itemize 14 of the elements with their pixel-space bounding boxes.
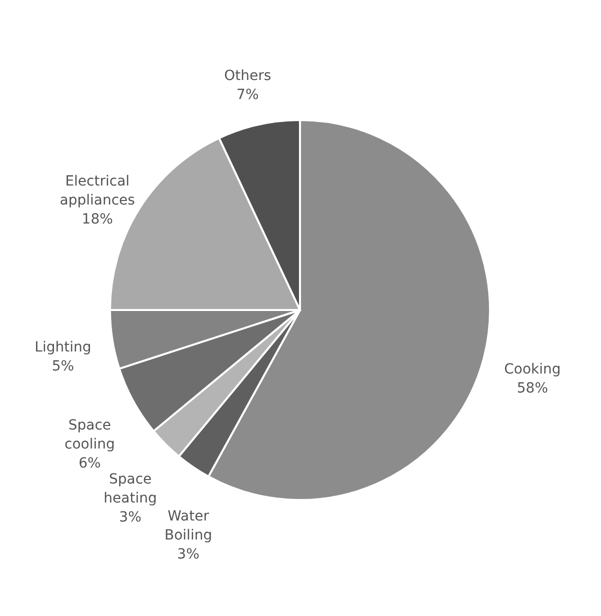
data-label: 58% [516,380,548,397]
slice-label: Others [224,68,272,84]
data-label: 7% [236,86,259,103]
data-label: 18% [82,211,113,228]
slice-label: Space cooling [64,418,115,453]
slice-label: Water Boiling [164,508,212,544]
slice-label: Cooking [504,362,561,378]
data-label: 3% [119,510,142,526]
data-label: 3% [177,546,200,563]
data-label: 5% [52,358,74,375]
slice-label: Lighting [34,340,92,356]
slice-label: Electrical appliances [60,173,135,208]
slice-label: Space heating [104,472,157,507]
data-label: 6% [78,456,101,472]
